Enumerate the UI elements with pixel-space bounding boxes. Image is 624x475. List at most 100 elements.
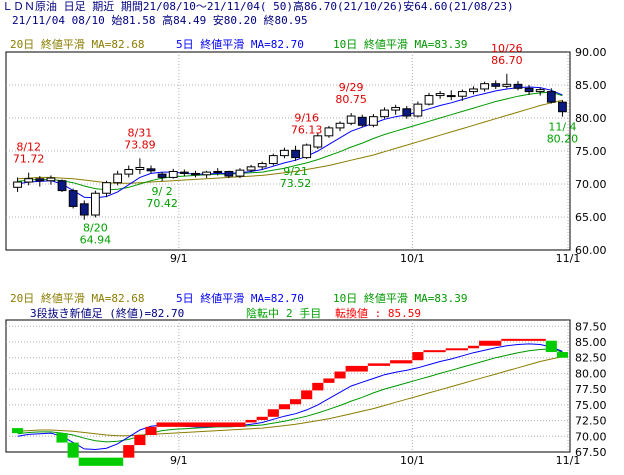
candle-body xyxy=(57,180,67,192)
brick-y-tick-label: 70.00 xyxy=(575,430,607,443)
candle-body xyxy=(213,170,223,173)
brick-up xyxy=(301,390,313,400)
legend-ma10-bottom: 10日 終値平滑 MA=83.39 xyxy=(333,292,468,305)
candle-body xyxy=(235,169,245,177)
annotation-low-date: 9/ 2 xyxy=(152,185,173,198)
brick-up xyxy=(256,416,268,420)
brick-up xyxy=(467,345,480,349)
brick-x-tick-label: 11/1 xyxy=(556,454,581,467)
brick-up xyxy=(390,360,413,364)
annotation-high-date: 8/31 xyxy=(128,126,153,139)
annotation-low-date: 9/21 xyxy=(283,165,308,178)
candle-body xyxy=(24,178,34,183)
candle-body xyxy=(391,106,401,111)
brick-y-tick-label: 72.50 xyxy=(575,415,607,428)
ma5-line xyxy=(17,86,563,199)
chart-header-title: ＬＤＮ原油 日足 期近 期間21/08/10～21/11/04( 50)高86.… xyxy=(2,0,514,13)
brick-up xyxy=(412,352,424,361)
ma20-line-lower xyxy=(17,356,563,437)
candle-body xyxy=(257,163,267,168)
brick-down xyxy=(56,433,68,443)
brick-down xyxy=(545,340,557,353)
annotation-low-date: 8/20 xyxy=(83,221,108,234)
price-y-tick-label: 60.00 xyxy=(575,244,607,257)
brick-up xyxy=(501,338,546,341)
kagi-state: 陰転中 xyxy=(246,307,279,320)
brick-up xyxy=(323,378,335,383)
brick-y-tick-label: 75.00 xyxy=(575,399,607,412)
brick-up xyxy=(367,363,391,366)
candle-body xyxy=(268,155,278,165)
candle-body xyxy=(191,172,200,176)
brick-y-tick-label: 67.50 xyxy=(575,446,607,459)
annotation-high-value: 76.13 xyxy=(291,124,323,137)
candle-body xyxy=(291,149,300,159)
candle-body xyxy=(46,177,56,182)
kagi-bars: 2 手目 xyxy=(286,307,322,320)
candle-body xyxy=(302,144,312,159)
candle-body xyxy=(469,88,478,93)
brick-up xyxy=(145,426,157,436)
ohlc-summary: 21/11/04 08/10 始81.58 高84.49 安80.20 終80.… xyxy=(12,14,308,27)
brick-up xyxy=(267,409,279,417)
brick-up xyxy=(334,371,346,379)
price-y-tick-label: 85.00 xyxy=(575,79,607,92)
candle-body xyxy=(335,122,345,129)
candle-body xyxy=(502,83,512,87)
price-y-tick-label: 70.00 xyxy=(575,178,607,191)
price-y-tick-label: 75.00 xyxy=(575,145,607,158)
brick-up xyxy=(245,419,257,423)
brick-x-tick-label: 9/1 xyxy=(170,454,188,467)
price-y-tick-label: 65.00 xyxy=(575,211,607,224)
legend-ma20-top: 20日 終値平滑 MA=82.68 xyxy=(10,38,145,51)
legend-ma5-top: 5日 終値平滑 MA=82.70 xyxy=(176,38,304,51)
brick-y-tick-label: 82.50 xyxy=(575,352,607,365)
candle-body xyxy=(202,171,211,176)
candle-body xyxy=(313,135,323,148)
price-y-tick-label: 90.00 xyxy=(575,46,607,59)
candle-body xyxy=(457,91,467,97)
brick-x-tick-label: 10/1 xyxy=(400,454,425,467)
brick-up xyxy=(290,399,302,405)
brick-up xyxy=(312,382,324,391)
candle-body xyxy=(246,166,256,171)
kagi-reversal: 転換値 : 85.59 xyxy=(335,307,421,320)
annotation-high-date: 10/26 xyxy=(491,42,523,55)
annotation-low-value: 70.42 xyxy=(146,197,178,210)
candle-body xyxy=(435,93,445,97)
candle-body xyxy=(558,101,567,113)
candle-body xyxy=(68,190,78,207)
annotation-high-value: 80.75 xyxy=(335,93,367,106)
candle-body xyxy=(524,87,534,93)
candle-body xyxy=(124,168,134,175)
annotation-low-value: 80.20 xyxy=(547,133,579,146)
candle-body xyxy=(402,108,412,117)
candle-body xyxy=(413,103,423,117)
candle-body xyxy=(424,95,434,105)
candle-body xyxy=(280,149,289,157)
legend-ma10-top: 10日 終値平滑 MA=83.39 xyxy=(333,38,468,51)
candle-body xyxy=(546,91,556,103)
candle-body xyxy=(480,83,489,90)
brick-up xyxy=(345,365,368,372)
annotation-high-value: 71.72 xyxy=(13,153,45,166)
annotation-high-date: 9/16 xyxy=(294,112,319,125)
legend-ma20-bottom: 20日 終値平滑 MA=82.68 xyxy=(10,292,145,305)
brick-up xyxy=(278,404,290,410)
price-x-tick-label: 9/1 xyxy=(170,252,188,265)
candle-body xyxy=(535,89,545,93)
annotation-low-value: 64.94 xyxy=(80,233,112,246)
annotation-low-value: 73.52 xyxy=(280,177,312,190)
candle-body xyxy=(35,178,45,182)
candle-body xyxy=(146,168,156,172)
brick-down xyxy=(556,352,568,358)
brick-down xyxy=(78,457,124,466)
brick-y-tick-label: 80.00 xyxy=(575,367,607,380)
ma10-line-lower xyxy=(17,348,563,443)
price-x-tick-label: 10/1 xyxy=(400,252,425,265)
candle-body xyxy=(491,83,501,87)
kagi-label: 3段抜き新値足 (終値)=82.70 xyxy=(30,307,185,320)
annotation-low-date: 11/ 4 xyxy=(548,121,576,134)
legend-ma5-bottom: 5日 終値平滑 MA=82.70 xyxy=(176,292,304,305)
